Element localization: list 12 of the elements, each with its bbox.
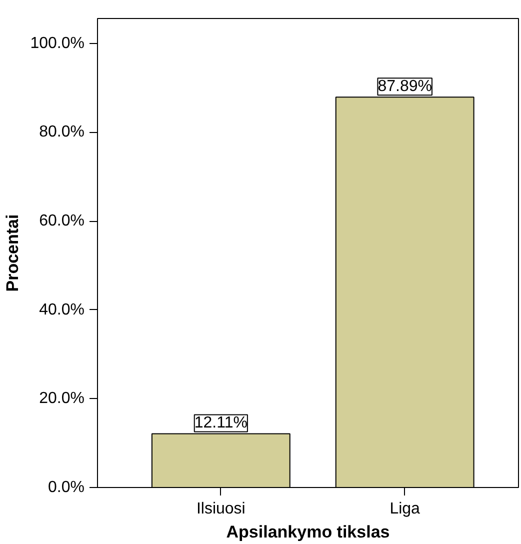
x-tick-label: Ilsiuosi bbox=[196, 500, 246, 518]
y-tick-label: 100.0% bbox=[30, 34, 84, 52]
y-tick-label: 80.0% bbox=[39, 124, 85, 141]
y-tick-label: 40.0% bbox=[39, 301, 85, 318]
x-axis-title: Apsilankymo tikslas bbox=[226, 522, 390, 542]
y-axis-title: Procentai bbox=[3, 214, 22, 292]
y-tick-label: 0.0% bbox=[48, 479, 84, 496]
x-tick-label: Liga bbox=[390, 500, 420, 518]
y-tick-label: 60.0% bbox=[39, 212, 85, 230]
data-label: 87.89% bbox=[378, 78, 432, 96]
y-tick-label: 20.0% bbox=[39, 390, 85, 408]
data-label: 12.11% bbox=[194, 414, 248, 432]
